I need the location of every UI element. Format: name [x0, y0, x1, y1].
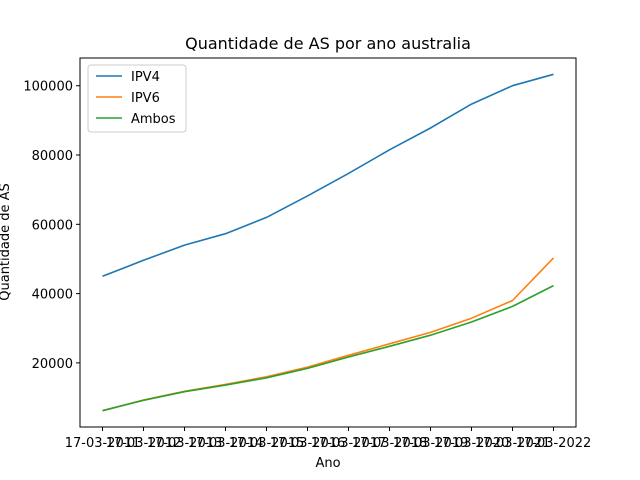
legend: IPV4 IPV6 Ambos — [87, 64, 187, 133]
legend-label-ipv4: IPV4 — [131, 70, 160, 85]
plot-lines — [102, 73, 555, 412]
x-tick-label: 17-03-2021 — [475, 436, 551, 451]
y-tick-label: 40000 — [32, 288, 73, 303]
x-axis-title: Ano — [315, 456, 340, 471]
y-axis-ticks: 20000 40000 60000 80000 100000 — [23, 80, 80, 372]
chart-title: Quantidade de AS por ano australia — [185, 34, 471, 53]
x-tick-label: 17-03-2020 — [434, 436, 510, 451]
x-axis-ticks: 17-03-201117-03-201217-03-201317-03-2014… — [65, 427, 592, 451]
y-tick-label: 60000 — [32, 218, 73, 233]
x-tick-label: 17-03-2013 — [147, 436, 223, 451]
y-axis-title: Quantidade de AS — [0, 183, 13, 301]
series-line-ipv4 — [102, 73, 554, 278]
x-tick-label: 17-03-2012 — [106, 436, 182, 451]
x-tick-label: 17-03-2011 — [65, 436, 141, 451]
x-tick-label: 17-03-2016 — [270, 436, 346, 451]
legend-label-ipv6: IPV6 — [131, 91, 160, 106]
x-tick-label: 17-03-2019 — [393, 436, 469, 451]
plot-frame — [79, 57, 577, 428]
x-tick-label: 17-03-2018 — [352, 436, 428, 451]
y-tick-label: 20000 — [32, 357, 73, 372]
x-tick-label: 17-03-2022 — [516, 436, 592, 451]
legend-label-ambos: Ambos — [131, 112, 176, 127]
y-tick-label: 80000 — [32, 149, 73, 164]
x-tick-label: 17-03-2014 — [188, 436, 264, 451]
y-tick-label: 100000 — [23, 80, 73, 95]
series-line-ambos — [102, 284, 554, 412]
x-tick-label: 17-03-2017 — [311, 436, 387, 451]
x-tick-label: 17-03-2015 — [229, 436, 305, 451]
legend-box — [87, 64, 187, 133]
